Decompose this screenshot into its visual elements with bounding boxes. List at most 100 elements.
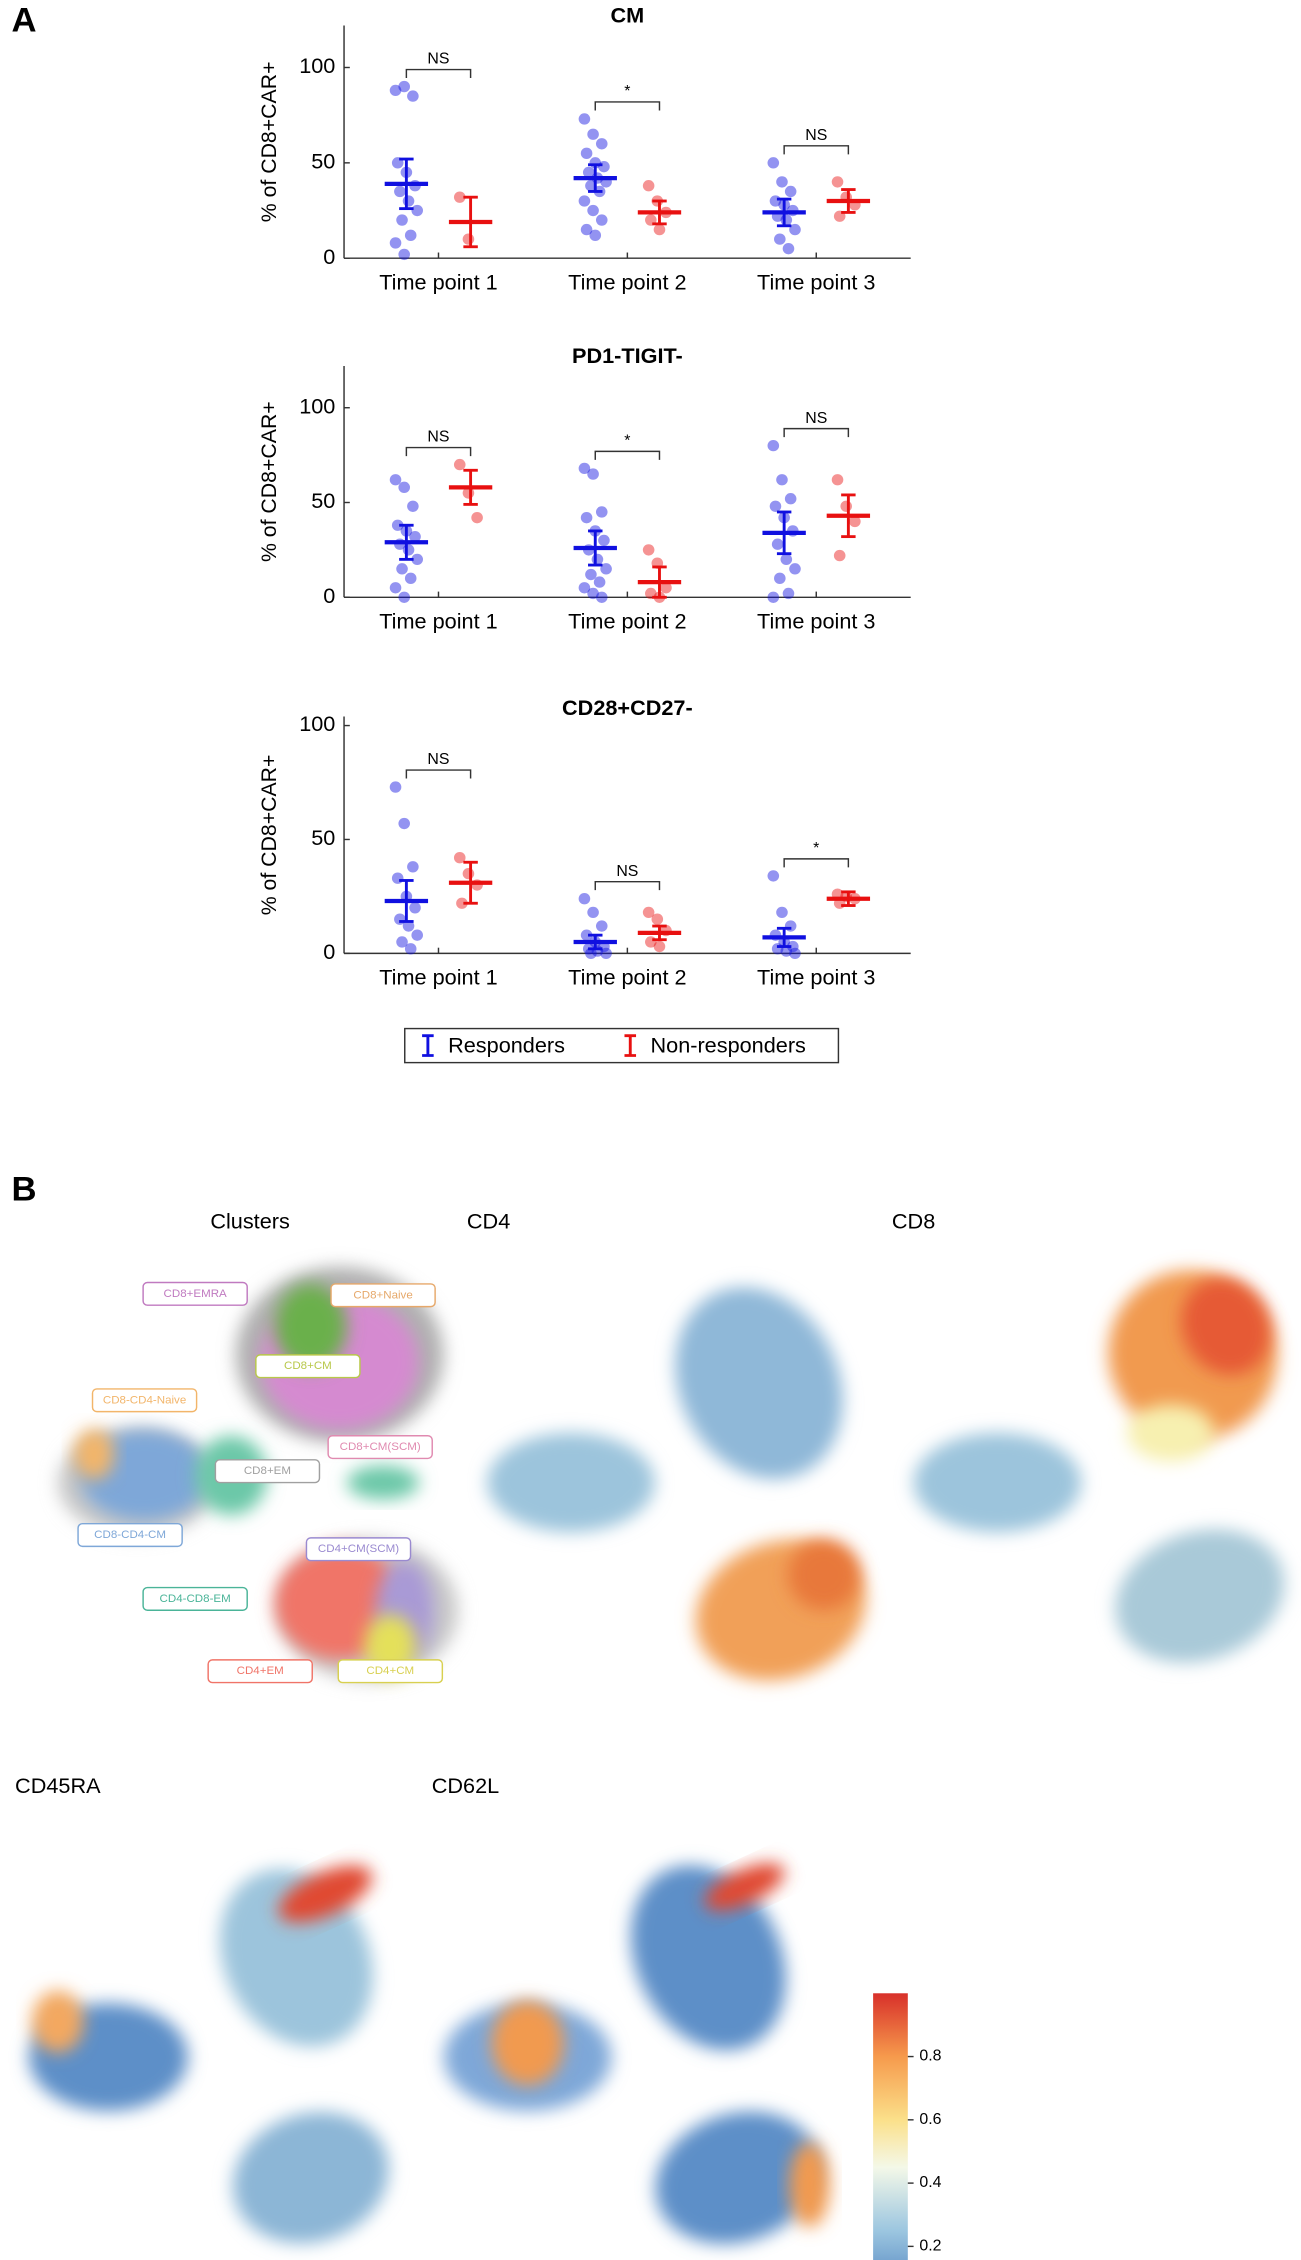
cluster-label: CD8+EM (214, 1459, 321, 1484)
data-point (595, 506, 608, 518)
umap-cluster (31, 1990, 84, 2053)
significance-bracket (405, 68, 472, 79)
data-point (642, 180, 655, 192)
data-point (582, 166, 595, 179)
cluster-label: CD8+EMRA (142, 1281, 248, 1306)
x-tick-label: Time point 1 (379, 966, 497, 990)
data-point (398, 248, 410, 261)
data-point (456, 897, 468, 909)
data-point (600, 947, 612, 960)
data-point (587, 468, 599, 480)
data-point (780, 553, 793, 566)
data-point (398, 817, 410, 830)
significance-label: NS (427, 429, 449, 446)
data-point (404, 229, 417, 241)
umap-cluster (1127, 1404, 1215, 1462)
data-point (600, 563, 612, 575)
data-point (411, 204, 423, 217)
umap-cluster (1115, 1529, 1285, 1663)
significance-label: * (624, 433, 630, 450)
significance-bracket (783, 427, 850, 438)
data-point (849, 515, 861, 528)
umap-title: Clusters (210, 1210, 289, 1234)
data-point (407, 90, 419, 102)
data-point (391, 519, 404, 531)
chart-title: PD1-TIGIT- (572, 344, 683, 368)
cluster-label-box (142, 1281, 248, 1306)
colorbar-tick-label: 0.6 (919, 2111, 941, 2128)
x-tick-label: Time point 1 (379, 271, 497, 295)
legend-box (404, 1027, 840, 1064)
data-point (580, 223, 593, 236)
data-point (587, 587, 599, 600)
cluster-label: CD4+EM (207, 1659, 313, 1684)
y-tick-label: 0 (323, 245, 335, 269)
y-tick-label: 0 (323, 940, 335, 964)
significance-label: NS (805, 127, 827, 144)
data-point (595, 138, 608, 150)
y-tick-label: 50 (311, 489, 335, 513)
data-point (776, 906, 788, 919)
data-point (580, 929, 593, 941)
significance-label: NS (616, 863, 638, 880)
cluster-label-box (305, 1537, 412, 1562)
y-axis-label: % of CD8+CAR+ (257, 755, 281, 916)
umap-cluster (655, 2111, 820, 2244)
data-point (402, 195, 415, 207)
significance-label: NS (427, 51, 449, 68)
cluster-label-text: CD8+CM (284, 1360, 332, 1372)
panel-label: B (12, 1171, 37, 1209)
x-tick-label: Time point 3 (757, 271, 875, 295)
cluster-label-text: CD4-CD8-EM (160, 1593, 231, 1605)
significance-bracket (405, 446, 472, 457)
data-point (409, 902, 421, 914)
umap-cluster (704, 1863, 785, 1911)
data-point (833, 549, 846, 562)
data-point (587, 128, 599, 140)
data-point (774, 572, 786, 584)
umap-cluster (787, 1539, 861, 1611)
umap-cluster (274, 1283, 347, 1370)
data-point (580, 147, 593, 159)
chart-title: CM (611, 4, 645, 28)
colorbar-tick-label: 0.8 (919, 2048, 941, 2065)
y-tick-label: 0 (323, 584, 335, 608)
data-point (782, 587, 795, 600)
umap-cluster (913, 1432, 1082, 1533)
data-point (389, 582, 402, 594)
umap-cluster (487, 1432, 655, 1533)
data-point (578, 113, 591, 125)
data-point (585, 947, 597, 960)
significance-label: * (813, 840, 819, 857)
panel-label: A (12, 2, 37, 40)
data-point (407, 500, 419, 512)
data-point (784, 493, 797, 505)
data-point (767, 157, 780, 169)
cluster-label-text: CD4+CM (366, 1665, 414, 1677)
data-point (789, 223, 801, 236)
cluster-label: CD8-CD4-CM (77, 1522, 183, 1548)
cluster-label-box (327, 1435, 433, 1460)
y-tick-label: 50 (311, 826, 335, 850)
data-point (396, 936, 408, 948)
cluster-label-text: CD8+CM(SCM) (340, 1441, 421, 1453)
data-point (402, 920, 415, 932)
data-point (840, 500, 852, 512)
cluster-label-box (77, 1522, 183, 1548)
data-point (789, 563, 801, 575)
cluster-label-text: CD8+EM (244, 1465, 291, 1477)
umap-title: CD45RA (15, 1774, 101, 1798)
data-point (653, 940, 666, 953)
data-point (789, 947, 801, 960)
cluster-label-text: CD4+CM(SCM) (318, 1543, 399, 1555)
data-point (389, 781, 402, 793)
cluster-label-text: CD8-CD4-CM (94, 1529, 166, 1541)
data-point (578, 582, 591, 594)
data-point (776, 176, 788, 188)
data-point (409, 530, 421, 543)
data-point (787, 940, 799, 953)
umap-cluster (695, 1539, 866, 1681)
y-tick-label: 100 (299, 54, 335, 78)
data-point (398, 481, 410, 494)
umap-cluster (278, 1865, 373, 1923)
